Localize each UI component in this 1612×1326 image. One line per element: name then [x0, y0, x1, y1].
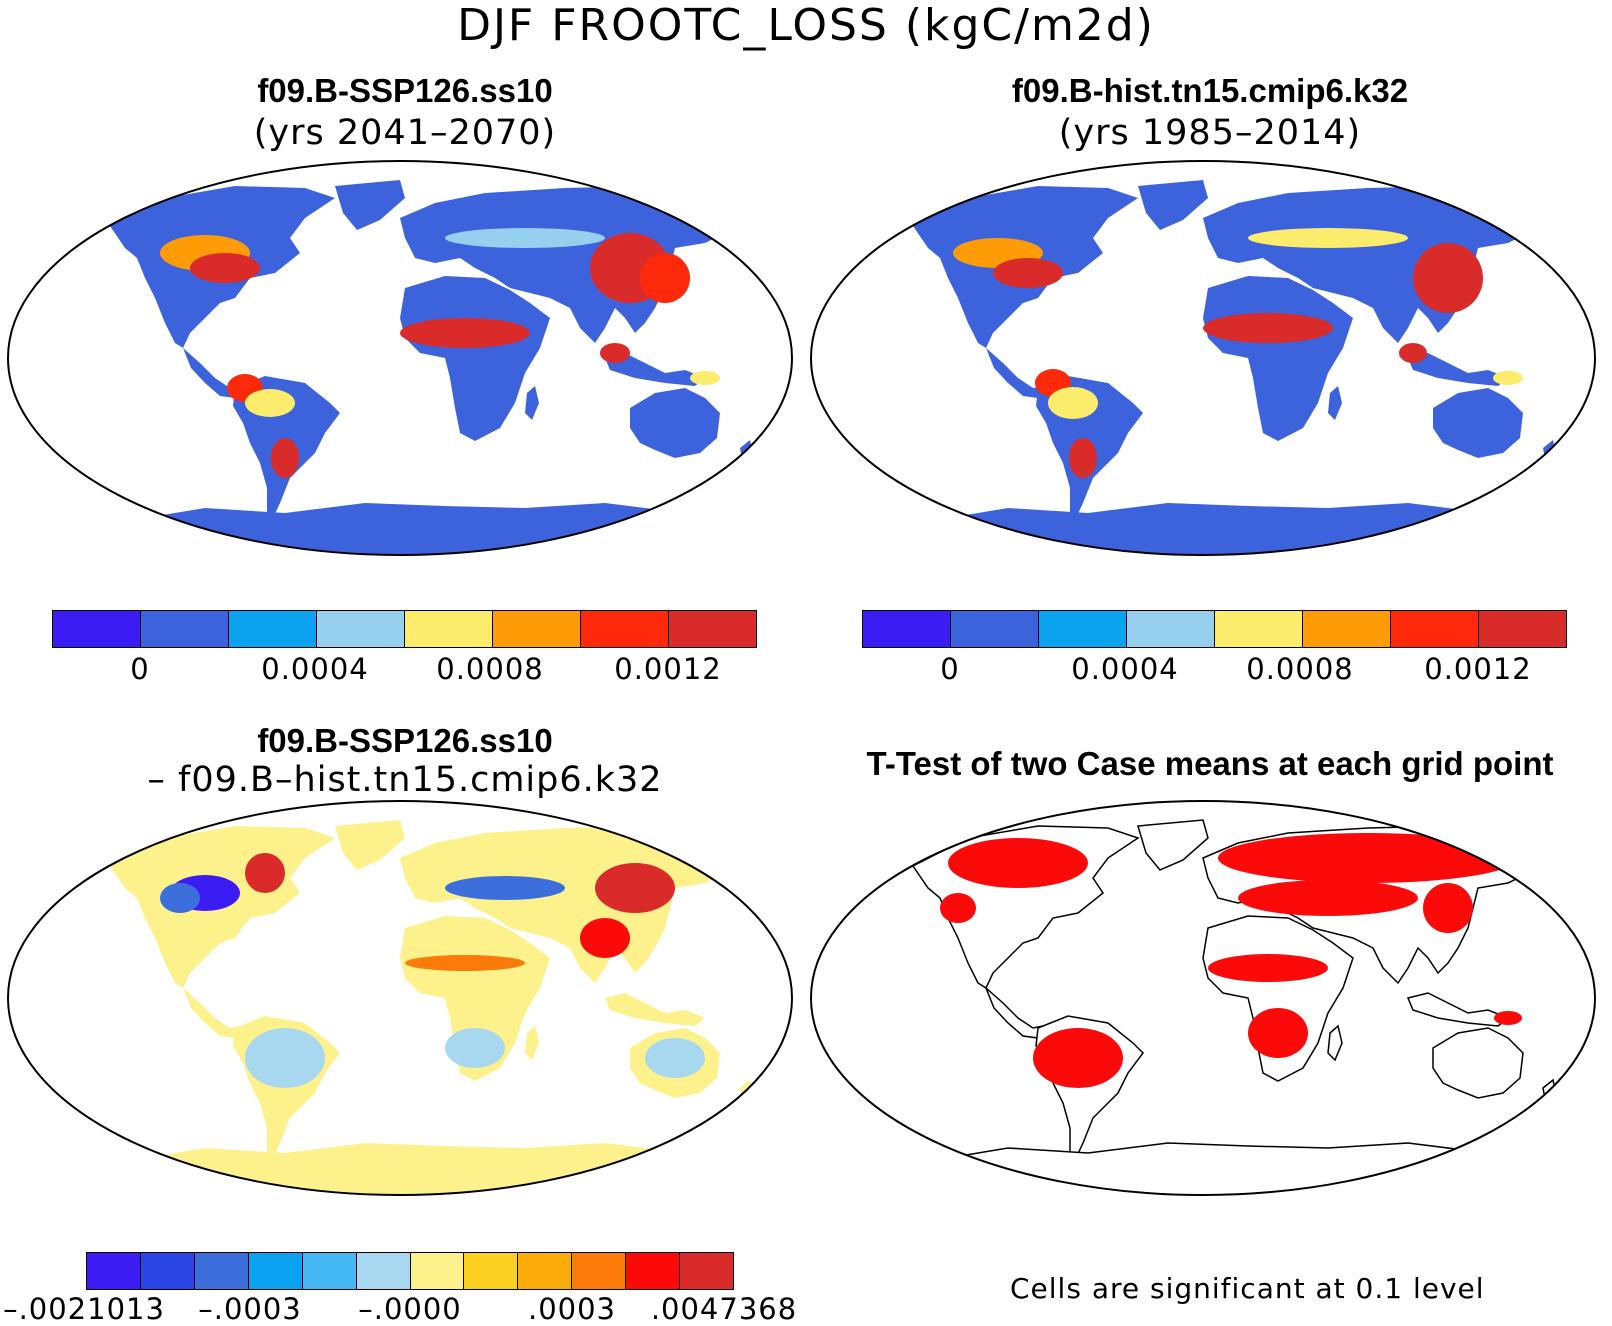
colorbar-hist [862, 610, 1567, 648]
cbar3-swatch-1 [140, 1253, 195, 1289]
cbar1-tick-1: 0.0004 [261, 652, 369, 686]
cbar3-swatch-4 [302, 1253, 357, 1289]
cbar2-swatch-6 [1391, 611, 1479, 647]
map-panel-hist [808, 158, 1600, 558]
cbar3-tick-1: –.0003 [198, 1292, 302, 1326]
cbar1-swatch-7 [669, 611, 756, 647]
cbar1-swatch-5 [493, 611, 581, 647]
panel1-subtitle: (yrs 2041–2070) [253, 113, 557, 153]
cbar3-swatch-6 [410, 1253, 465, 1289]
cbar1-swatch-3 [317, 611, 405, 647]
difference-patterns [160, 853, 705, 1088]
panel2-subtitle: (yrs 1985–2014) [1058, 113, 1362, 153]
cbar1-tick-3: 0.0012 [614, 652, 722, 686]
cbar1-swatch-4 [405, 611, 493, 647]
cbar3-tick-4: .0047368 [650, 1292, 798, 1326]
panel3-title: f09.B-SSP126.ss10 [257, 722, 553, 759]
map-panel-ttest [808, 798, 1600, 1198]
panel4-title: T-Test of two Case means at each grid po… [866, 745, 1554, 782]
cbar3-swatch-8 [518, 1253, 573, 1289]
cbar3-swatch-7 [464, 1253, 519, 1289]
cbar2-swatch-3 [1127, 611, 1215, 647]
cbar2-tick-0: 0 [940, 652, 960, 686]
cbar3-swatch-5 [356, 1253, 411, 1289]
panel1-title: f09.B-SSP126.ss10 [257, 72, 553, 109]
significance-note: Cells are significant at 0.1 level [1010, 1272, 1485, 1305]
hotspots-hist [953, 228, 1523, 478]
cbar1-tick-0: 0 [130, 652, 150, 686]
cbar3-swatch-0 [87, 1253, 141, 1289]
cbar3-swatch-11 [680, 1253, 734, 1289]
cbar3-tick-0: –.0021013 [3, 1292, 165, 1326]
panel3-subtitle: – f09.B–hist.tn15.cmip6.k32 [147, 760, 663, 800]
cbar2-swatch-0 [863, 611, 951, 647]
cbar3-swatch-9 [572, 1253, 627, 1289]
cbar1-swatch-1 [141, 611, 229, 647]
figure-title: DJF FROOTC_LOSS (kgC/m2d) [457, 0, 1155, 51]
cbar2-swatch-1 [951, 611, 1039, 647]
hotspots-ssp126 [160, 228, 720, 478]
colorbar-ssp126 [52, 610, 757, 648]
panel2-title: f09.B-hist.tn15.cmip6.k32 [1011, 72, 1409, 109]
cbar2-tick-2: 0.0008 [1246, 652, 1354, 686]
cbar2-swatch-2 [1039, 611, 1127, 647]
cbar3-tick-3: .0003 [527, 1292, 617, 1326]
cbar3-tick-2: –.0000 [358, 1292, 462, 1326]
cbar1-swatch-6 [581, 611, 669, 647]
cbar1-swatch-0 [53, 611, 141, 647]
cbar1-swatch-2 [229, 611, 317, 647]
cbar3-swatch-3 [248, 1253, 303, 1289]
cbar1-tick-2: 0.0008 [436, 652, 544, 686]
cbar2-tick-3: 0.0012 [1424, 652, 1532, 686]
cbar2-swatch-4 [1215, 611, 1303, 647]
cbar3-swatch-2 [194, 1253, 249, 1289]
colorbar-difference [86, 1252, 734, 1290]
significant-cells [940, 833, 1522, 1088]
cbar2-swatch-7 [1479, 611, 1566, 647]
map-panel-difference [5, 798, 797, 1198]
cbar2-swatch-5 [1303, 611, 1391, 647]
cbar3-swatch-10 [626, 1253, 681, 1289]
map-panel-ssp126 [5, 158, 797, 558]
cbar2-tick-1: 0.0004 [1071, 652, 1179, 686]
